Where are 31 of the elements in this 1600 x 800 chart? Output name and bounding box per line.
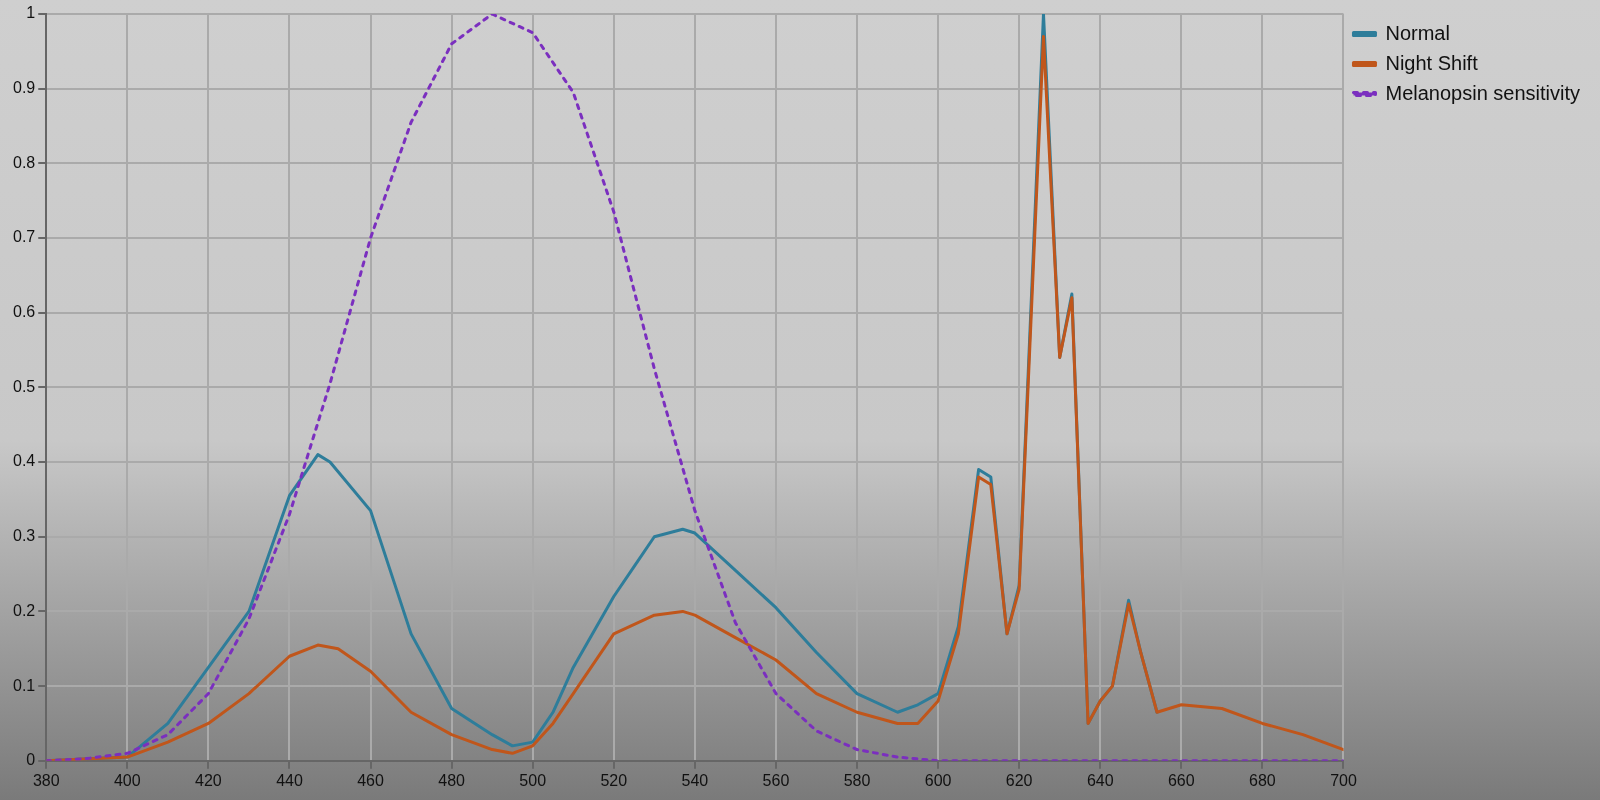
x-tick-label: 420 [195,771,222,789]
legend-label: Night Shift [1385,51,1479,74]
y-tick-label: 0.8 [12,153,36,171]
x-tick-label: 620 [1005,771,1033,789]
y-tick-label: 0.7 [12,228,36,246]
x-tick-label: 560 [762,771,790,789]
y-tick-label: 0.1 [12,676,36,694]
y-tick-label: 0.6 [12,303,36,321]
x-tick-label: 380 [32,771,60,789]
y-tick-label: 0.3 [12,527,36,545]
x-tick-label: 660 [1167,771,1195,789]
y-tick-label: 0 [26,751,36,769]
x-tick-label: 520 [600,771,628,789]
x-tick-label: 440 [276,771,303,789]
legend-label: Normal [1385,21,1450,44]
legend-label: Melanopsin sensitivity [1385,81,1580,104]
x-tick-label: 700 [1330,771,1357,789]
y-tick-label: 0.4 [12,452,36,470]
y-tick-label: 1 [26,4,36,22]
y-tick-label: 0.9 [12,79,36,97]
y-tick-label: 0.5 [12,377,36,395]
x-tick-label: 460 [357,771,384,789]
x-tick-label: 480 [438,771,466,789]
x-tick-label: 600 [924,771,952,789]
x-tick-label: 400 [113,771,141,789]
x-tick-label: 680 [1249,771,1276,789]
x-tick-label: 640 [1086,771,1114,789]
y-tick-label: 0.2 [12,601,36,619]
x-tick-label: 500 [519,771,547,789]
x-tick-label: 540 [681,771,709,789]
x-tick-label: 580 [843,771,871,789]
